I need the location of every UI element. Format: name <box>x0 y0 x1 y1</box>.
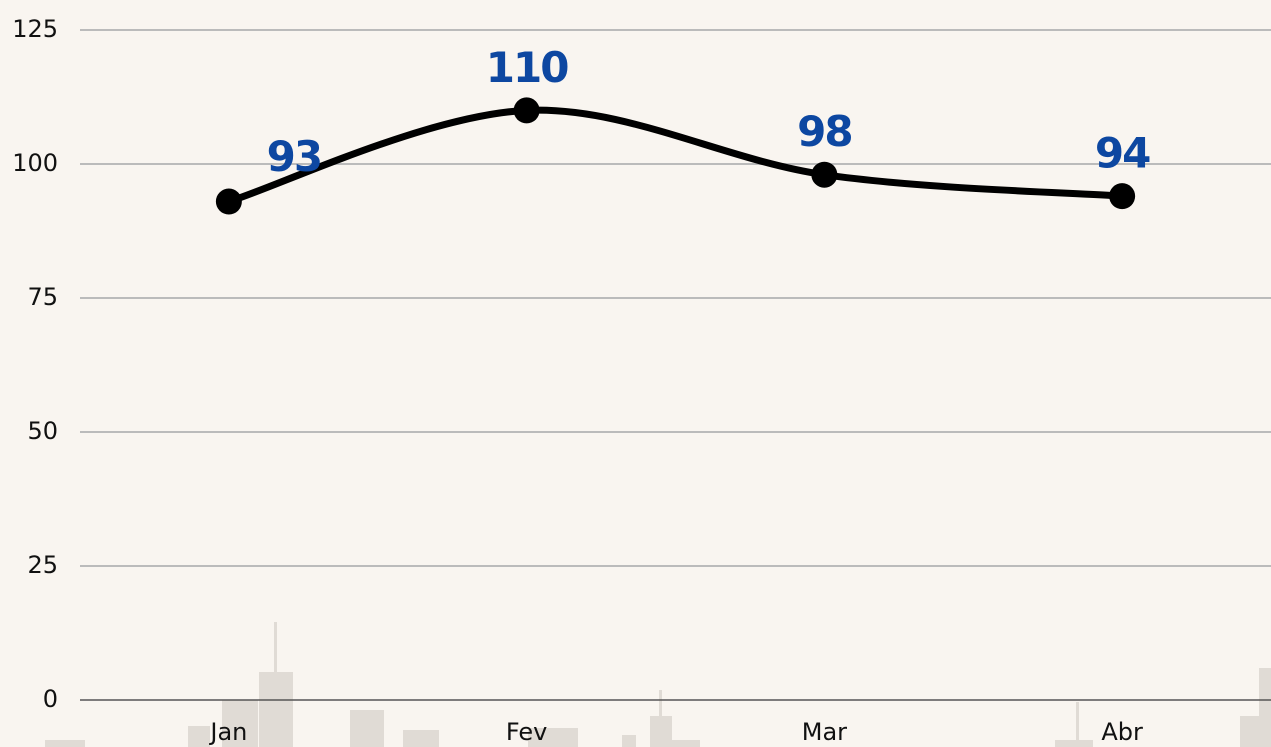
point <box>811 162 837 188</box>
point <box>1109 183 1135 209</box>
y-tick-label: 0 <box>43 685 58 713</box>
plot: 93 110 98 94 <box>216 43 1150 215</box>
point <box>514 97 540 123</box>
y-tick-label: 50 <box>27 417 58 445</box>
value-label: 94 <box>1095 129 1150 178</box>
value-label: 93 <box>267 132 321 181</box>
value-label: 98 <box>797 107 851 156</box>
value-label: 110 <box>486 43 568 92</box>
x-tick-label: Abr <box>1101 718 1143 746</box>
x-tick-label: Jan <box>208 718 247 746</box>
x-tick-label: Mar <box>802 718 847 746</box>
y-tick-label: 25 <box>27 551 58 579</box>
y-tick-label: 125 <box>12 15 58 43</box>
line <box>229 110 1122 201</box>
point <box>216 189 242 215</box>
x-tick-label: Fev <box>506 718 547 746</box>
page: {"chart_data": {"type": "line", "categor… <box>0 0 1271 747</box>
y-tick-label: 75 <box>27 283 58 311</box>
y-tick-label: 100 <box>12 149 58 177</box>
chart: 0 25 50 75 100 125 Jan Fev Mar Abr 93 110 98 94 <box>0 0 1271 747</box>
